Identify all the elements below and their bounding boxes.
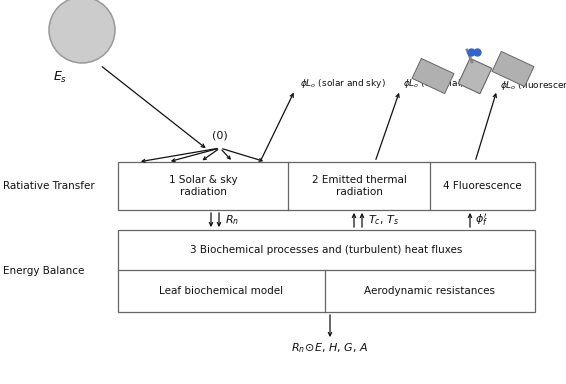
- Text: $\phi L_{o}$ (fluorescence): $\phi L_{o}$ (fluorescence): [500, 78, 566, 91]
- Text: 3 Biochemical processes and (turbulent) heat fluxes: 3 Biochemical processes and (turbulent) …: [190, 245, 462, 255]
- Bar: [412, 58, 454, 94]
- Text: Energy Balance: Energy Balance: [3, 266, 84, 276]
- Circle shape: [49, 0, 115, 63]
- Text: Leaf biochemical model: Leaf biochemical model: [160, 286, 284, 296]
- Text: $\phi L_{o}$ (solar and sky): $\phi L_{o}$ (solar and sky): [300, 76, 386, 89]
- Text: 2 Emitted thermal
radiation: 2 Emitted thermal radiation: [311, 175, 406, 197]
- Text: 4 Fluorescence: 4 Fluorescence: [443, 181, 522, 191]
- Text: (0): (0): [212, 131, 228, 141]
- Text: Ratiative Transfer: Ratiative Transfer: [3, 181, 95, 191]
- Bar: [118, 230, 535, 312]
- Text: $T_c$, $T_s$: $T_c$, $T_s$: [368, 213, 399, 227]
- Text: $E_s$: $E_s$: [53, 70, 67, 84]
- Text: $\phi L_{o}$ (thermal): $\phi L_{o}$ (thermal): [403, 76, 465, 89]
- Bar: [492, 51, 534, 86]
- Bar: [458, 58, 492, 94]
- Text: $R_n$: $R_n$: [225, 213, 239, 227]
- Text: $R_n\!\odot\!E$, $H$, $G$, $A$: $R_n\!\odot\!E$, $H$, $G$, $A$: [291, 341, 368, 355]
- Bar: [118, 162, 535, 210]
- Text: Aerodynamic resistances: Aerodynamic resistances: [365, 286, 495, 296]
- Text: 1 Solar & sky
radiation: 1 Solar & sky radiation: [169, 175, 237, 197]
- Text: $\phi_f^{\prime}$: $\phi_f^{\prime}$: [475, 212, 488, 228]
